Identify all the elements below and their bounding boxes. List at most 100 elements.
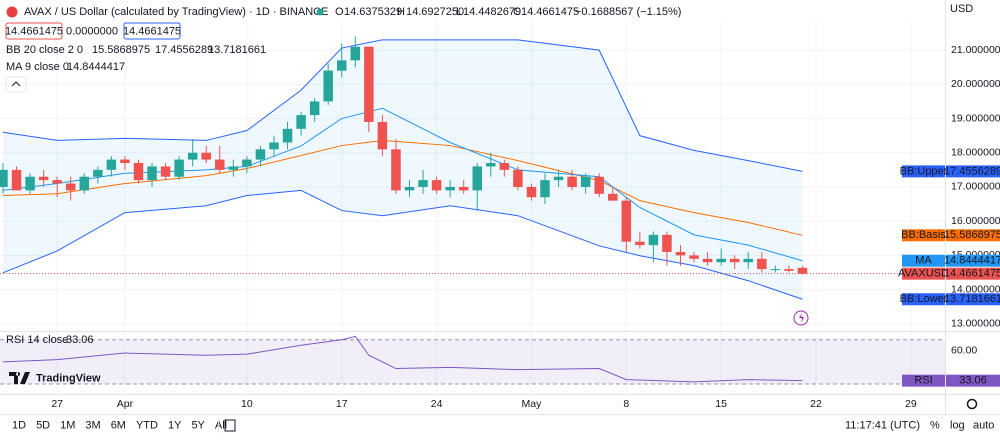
candle-body — [635, 241, 645, 246]
logo-mark — [9, 372, 30, 384]
candle-body — [174, 159, 184, 177]
ohlc-h: 14.6927250 — [406, 6, 464, 18]
rsi-value: 33.06 — [66, 334, 94, 346]
y-tick-label: 20.0000000 — [951, 78, 1000, 90]
ma-legend[interactable]: MA 9 close 0 — [6, 61, 69, 73]
y-tick-label: 18.0000000 — [951, 147, 1000, 159]
range-button[interactable]: 5D — [36, 419, 50, 431]
ohlc-l: 14.4482679 — [463, 6, 521, 18]
ohlc-l-label: L — [456, 6, 462, 18]
axis-tag-value-box — [946, 267, 1000, 280]
axis-tag-value: 17.4556289 — [944, 165, 1000, 177]
axis-tag-value-box — [946, 254, 1000, 267]
currency[interactable]: USD — [950, 3, 973, 15]
candle-body — [675, 251, 686, 256]
candle-body — [404, 186, 415, 191]
candle-body — [513, 169, 523, 187]
candle-body — [0, 169, 8, 187]
axis-tag-name — [902, 229, 945, 242]
clock[interactable]: 11:17:41 (UTC) — [845, 419, 920, 431]
sell-price[interactable]: 14.4661475 — [5, 25, 63, 37]
ohlc-o-label: O — [335, 6, 344, 18]
candle-body — [797, 267, 808, 274]
candle-body — [309, 101, 320, 116]
axis-tag-label: BB:Lower — [900, 293, 948, 305]
y-tick-label: 17.0000000 — [951, 181, 1000, 193]
sell-box[interactable] — [5, 22, 63, 40]
rsi-line — [2, 335, 803, 383]
scale-option[interactable]: log — [950, 419, 965, 431]
candle-body — [499, 163, 510, 170]
range-button[interactable]: 1M — [60, 419, 75, 431]
ohlc-c: 14.4661475 — [521, 6, 579, 18]
candle-body — [553, 176, 564, 181]
axis-tag-name — [902, 293, 945, 306]
settings-icon[interactable] — [966, 398, 978, 410]
event-icon[interactable] — [793, 310, 809, 326]
axis-tag-label: BB:Basis — [901, 229, 946, 241]
axis-tag-value-box — [946, 374, 1000, 387]
rsi-tick-label: 60.00 — [951, 345, 977, 357]
rsi-band-fill — [0, 339, 945, 385]
candle-body — [729, 258, 740, 263]
x-tick-label: 15 — [715, 398, 727, 410]
range-button[interactable]: All — [215, 419, 227, 431]
event-bolt — [799, 313, 804, 323]
collapse-icon — [11, 81, 21, 87]
candle-body — [215, 159, 225, 170]
candle-body — [282, 128, 293, 143]
range-button[interactable]: 1Y — [168, 419, 182, 431]
scale-option[interactable]: % — [930, 419, 940, 431]
candle-body — [201, 152, 211, 160]
axis-tag-name — [902, 165, 945, 178]
candle-body — [364, 46, 374, 122]
x-tick-label: 29 — [905, 398, 917, 410]
candle-body — [147, 166, 157, 181]
indicator-line — [2, 39, 803, 172]
range-button[interactable]: 6M — [111, 419, 126, 431]
candle-body — [567, 176, 577, 187]
axis-tag-value: 13.7181661 — [944, 293, 1000, 305]
collapse-legend[interactable] — [5, 76, 27, 93]
axis-tag-name — [902, 254, 945, 267]
range-button[interactable]: 3M — [85, 419, 100, 431]
buy-box[interactable] — [123, 22, 181, 40]
y-tick-label: 16.0000000 — [951, 215, 1000, 227]
axis-tag-value: 14.8444417 — [944, 255, 1000, 267]
x-tick-label: May — [522, 398, 543, 410]
range-button[interactable]: YTD — [136, 419, 158, 431]
candle-body — [418, 180, 428, 187]
x-tick-label: Apr — [117, 398, 134, 410]
axis-tag-name — [902, 267, 945, 280]
buy-price[interactable]: 14.4661475 — [123, 25, 181, 37]
candle-body — [757, 258, 767, 270]
candle-body — [242, 159, 252, 167]
candle-body — [702, 258, 713, 263]
candle-body — [120, 159, 130, 164]
candle-body — [323, 70, 333, 102]
candle-body — [486, 163, 496, 167]
axis-tag-value: 14.4661475 — [944, 268, 1000, 280]
axis-tag-label: AVAXUSD — [898, 268, 949, 280]
candle-body — [38, 176, 49, 181]
candle-body — [350, 46, 361, 61]
candle-body — [52, 180, 62, 184]
candle-body — [431, 180, 442, 191]
range-button[interactable]: 1D — [12, 419, 26, 431]
ohlc-h-label: H — [397, 6, 405, 18]
candle-body — [445, 186, 455, 191]
bb-legend[interactable]: BB 20 close 2 0 — [6, 44, 83, 56]
scale-option[interactable]: auto — [973, 419, 994, 431]
range-button[interactable]: 5Y — [191, 419, 205, 431]
candle-body — [11, 169, 22, 191]
rsi-legend[interactable]: RSI 14 close — [6, 334, 68, 346]
candle-body — [336, 60, 347, 71]
bb-upper-value: 17.4556289 — [155, 44, 213, 56]
symbol-icon — [6, 6, 18, 18]
x-tick-label: 17 — [336, 398, 348, 410]
date-range-icon[interactable] — [224, 419, 236, 432]
candle-body — [580, 176, 591, 187]
axis-tag-value-box — [946, 293, 1000, 306]
candle-body — [296, 115, 306, 129]
bb-fill — [2, 39, 803, 300]
